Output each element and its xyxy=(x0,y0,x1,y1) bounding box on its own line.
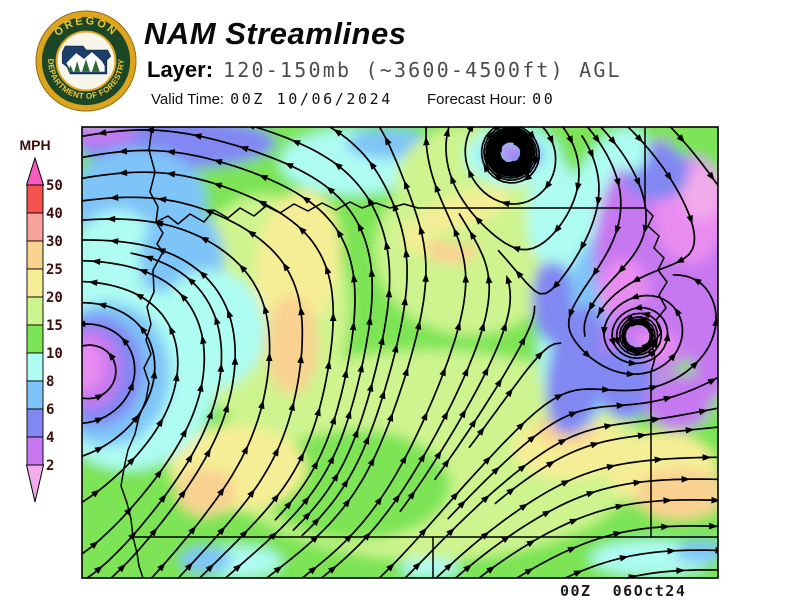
flow-arrows-layer xyxy=(82,127,718,578)
forecast-hour-value: 00 xyxy=(532,90,556,108)
header: OREGON DEPARTMENT OF FORESTRY NAM Stream… xyxy=(0,0,800,125)
logo-trees-icon xyxy=(68,59,100,72)
colorbar-segment xyxy=(26,408,44,438)
colorbar-segment xyxy=(26,436,44,466)
oregon-state-graphic xyxy=(61,45,112,75)
colorbar-tick-label: 8 xyxy=(46,374,54,390)
colorbar-over-arrow xyxy=(25,156,45,186)
colorbar-segment xyxy=(26,212,44,242)
colorbar-tick-label: 50 xyxy=(46,178,63,194)
colorbar-units-label: MPH xyxy=(19,137,50,153)
page-title: NAM Streamlines xyxy=(144,16,407,51)
colorbar-tick-label: 4 xyxy=(46,430,54,446)
colorbar-segment xyxy=(26,296,44,326)
wind-speed-colorbar: MPH 50 40 30 25 20 15 10 8 6 4 2 xyxy=(19,137,63,503)
forecast-hour-label: Forecast Hour: xyxy=(426,91,527,108)
map-border xyxy=(81,126,719,579)
layer-value: 120-150mb (~3600-4500ft) AGL xyxy=(223,58,622,82)
colorbar-tick-label: 20 xyxy=(46,290,63,306)
valid-time-line: Valid Time: 00Z 10/06/2024 Forecast Hour: 0… xyxy=(151,90,555,108)
speed-shading-layer xyxy=(82,127,718,578)
colorbar-segment xyxy=(26,184,44,214)
colorbar-segment xyxy=(26,324,44,354)
valid-time-label: Valid Time: xyxy=(151,91,225,108)
colorbar-under-arrow xyxy=(25,464,45,503)
colorbar-tick-label: 30 xyxy=(46,234,63,250)
colorbar-segment xyxy=(26,268,44,298)
colorbar-tick-label: 10 xyxy=(46,346,63,362)
colorbar-tick-label: 6 xyxy=(46,402,54,418)
colorbar-segment xyxy=(26,240,44,270)
layer-label: Layer: xyxy=(147,57,214,82)
odf-logo-seal: OREGON DEPARTMENT OF FORESTRY xyxy=(35,10,137,112)
model-run-timestamp: 00Z 06Oct24 xyxy=(560,582,687,600)
colorbar-tick-label: 15 xyxy=(46,318,63,334)
colorbar-tick-label: 40 xyxy=(46,206,63,222)
colorbar-segment xyxy=(26,380,44,410)
state-borders-layer xyxy=(120,127,718,578)
colorbar-tick-label: 25 xyxy=(46,262,63,278)
colorbar-segment xyxy=(26,352,44,382)
colorbar-tick-label: 2 xyxy=(46,458,54,474)
valid-time-value: 00Z 10/06/2024 xyxy=(230,90,393,108)
layer-line: Layer: 120-150mb (~3600-4500ft) AGL xyxy=(147,57,622,83)
